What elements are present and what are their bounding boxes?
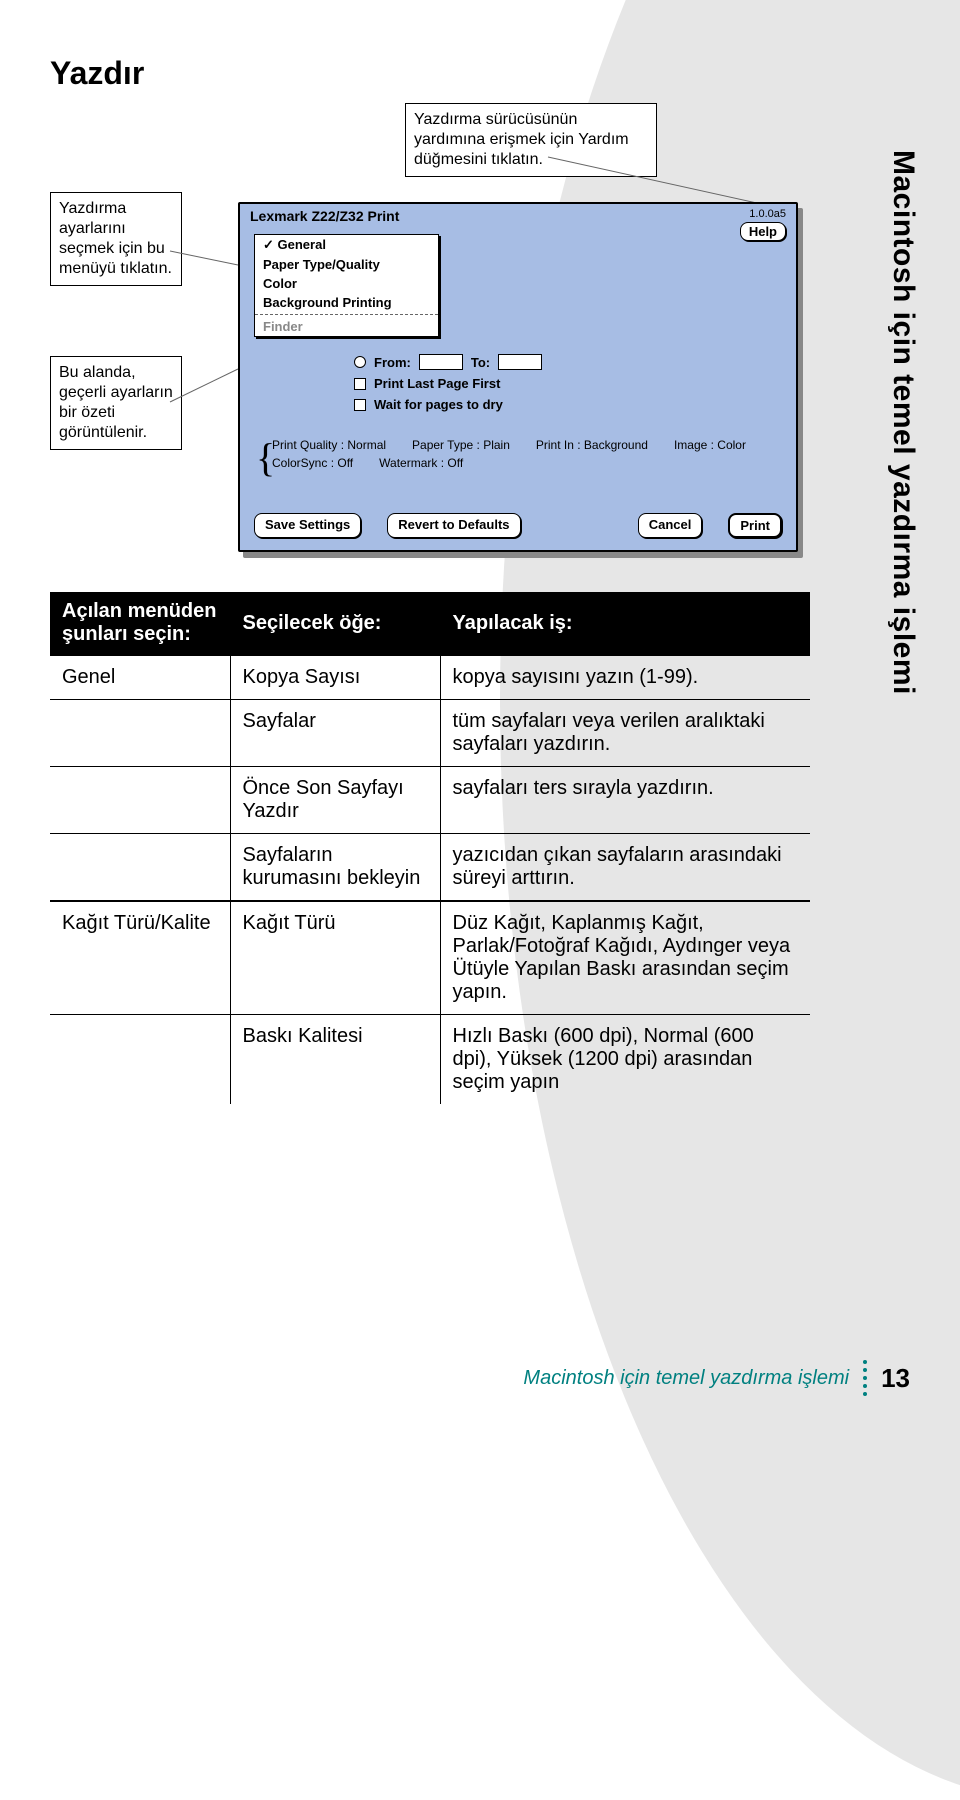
prop-pq: Print Quality : Normal [272,438,386,452]
menu-bg[interactable]: Background Printing [255,293,438,312]
cell-item: Kopya Sayısı [230,655,440,700]
callout-line-top [548,157,778,207]
cell-action: yazıcıdan çıkan sayfaların arasındaki sü… [440,834,810,902]
table-row: Kağıt Türü/KaliteKağıt TürüDüz Kağıt, Ka… [50,901,810,1015]
settings-menu[interactable]: General Paper Type/Quality Color Backgro… [254,234,439,337]
prop-wm: Watermark : Off [379,456,463,470]
dialog-version: 1.0.0a5 [749,208,786,220]
cell-action: Hızlı Baskı (600 dpi), Normal (600 dpi),… [440,1015,810,1105]
cell-action: kopya sayısını yazın (1-99). [440,655,810,700]
to-label: To: [471,355,490,370]
cell-group [50,700,230,767]
cell-action: Düz Kağıt, Kaplanmış Kağıt, Parlak/Fotoğ… [440,901,810,1015]
cancel-button[interactable]: Cancel [638,513,703,538]
footer-text: Macintosh için temel yazdırma işlemi [523,1367,849,1390]
dialog-body: From: To: Print Last Page First Wait for… [254,354,782,418]
menu-color[interactable]: Color [255,274,438,293]
plp-checkbox[interactable] [354,378,366,390]
callout-summary: Bu alanda, geçerli ayarların bir özeti g… [50,356,182,450]
cell-group: Genel [50,655,230,700]
table-row: Sayfalartüm sayfaları veya verilen aralı… [50,700,810,767]
from-input[interactable] [419,354,463,370]
page-title: Yazdır [50,55,830,92]
cell-group [50,1015,230,1105]
plp-label: Print Last Page First [374,376,500,391]
from-radio[interactable] [354,356,366,368]
print-dialog-wrapper: Lexmark Z22/Z32 Print 1.0.0a5 Help Gener… [238,202,798,552]
wait-label: Wait for pages to dry [374,397,503,412]
table-row: Baskı KalitesiHızlı Baskı (600 dpi), Nor… [50,1015,810,1105]
to-input[interactable] [498,354,542,370]
menu-general[interactable]: General [255,235,438,255]
th-3: Yapılacak iş: [440,592,810,655]
cell-item: Baskı Kalitesi [230,1015,440,1105]
cell-action: sayfaları ters sırayla yazdırın. [440,767,810,834]
props-summary: Print Quality : Normal Paper Type : Plai… [272,438,782,470]
page-footer: Macintosh için temel yazdırma işlemi 13 [523,1360,910,1396]
table-row: Sayfaların kurumasını bekleyinyazıcıdan … [50,834,810,902]
page-number: 13 [881,1363,910,1394]
th-1: Açılan menüden şunları seçin: [50,592,230,655]
help-button[interactable]: Help [740,222,786,241]
table-row: Önce Son Sayfayı Yazdırsayfaları ters sı… [50,767,810,834]
wait-checkbox[interactable] [354,399,366,411]
prop-img: Image : Color [674,438,746,452]
revert-button[interactable]: Revert to Defaults [387,513,520,538]
cell-item: Kağıt Türü [230,901,440,1015]
print-dialog: Lexmark Z22/Z32 Print 1.0.0a5 Help Gener… [238,202,798,552]
menu-paper[interactable]: Paper Type/Quality [255,255,438,274]
th-2: Seçilecek öğe: [230,592,440,655]
side-title: Macintosh için temel yazdırma işlemi [886,150,920,695]
dots-icon [863,1360,867,1396]
menu-finder: Finder [255,317,438,336]
cell-group [50,834,230,902]
cell-group [50,767,230,834]
cell-item: Sayfalar [230,700,440,767]
prop-pi: Print In : Background [536,438,648,452]
page-content: Yazdır Yazdırma sürücüsünün yardımına er… [50,55,830,1104]
prop-pt: Paper Type : Plain [412,438,510,452]
table-head-row: Açılan menüden şunları seçin: Seçilecek … [50,592,810,655]
save-settings-button[interactable]: Save Settings [254,513,361,538]
table-row: GenelKopya Sayısıkopya sayısını yazın (1… [50,655,810,700]
print-button[interactable]: Print [728,513,782,538]
callout-line-2 [170,367,240,407]
cell-group: Kağıt Türü/Kalite [50,901,230,1015]
prop-cs: ColorSync : Off [272,456,353,470]
callout-line-1 [170,247,240,267]
from-label: From: [374,355,411,370]
settings-table: Açılan menüden şunları seçin: Seçilecek … [50,592,810,1104]
cell-item: Önce Son Sayfayı Yazdır [230,767,440,834]
cell-item: Sayfaların kurumasını bekleyin [230,834,440,902]
cell-action: tüm sayfaları veya verilen aralıktaki sa… [440,700,810,767]
callout-menu: Yazdırma ayarlarını seçmek için bu menüy… [50,192,182,286]
